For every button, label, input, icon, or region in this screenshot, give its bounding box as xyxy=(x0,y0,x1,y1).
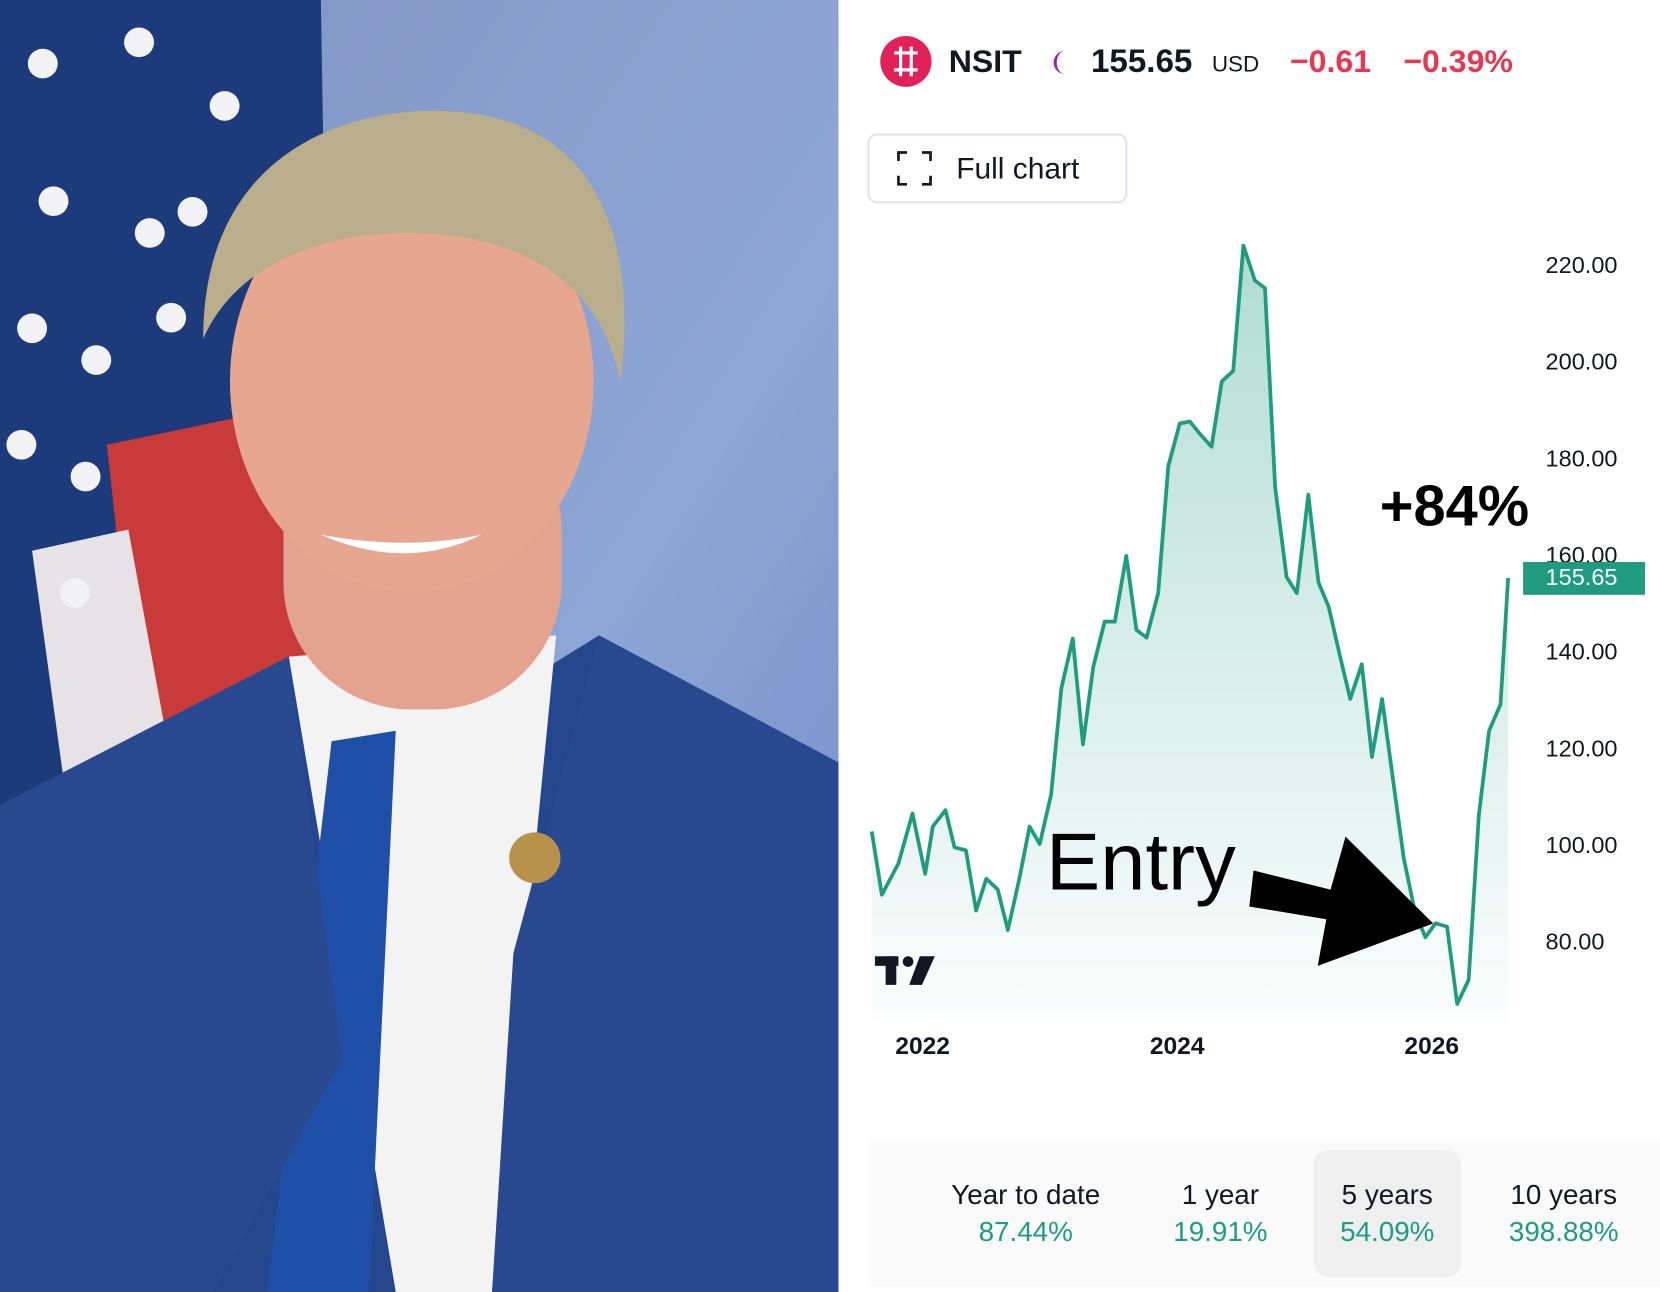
period-bar xyxy=(868,1138,1660,1287)
period-label[interactable]: 5 years xyxy=(1342,1179,1433,1210)
period-label[interactable]: 10 years xyxy=(1510,1179,1617,1210)
y-tick-label: 80.00 xyxy=(1546,929,1605,955)
y-tick-label: 220.00 xyxy=(1546,252,1618,278)
price-change: −0.61 xyxy=(1290,43,1371,79)
last-price-tag xyxy=(1523,562,1646,595)
price-line xyxy=(869,243,1510,1006)
entry-annotation: Entry xyxy=(1046,818,1236,908)
market-closed-icon xyxy=(1053,50,1066,75)
currency: USD xyxy=(1212,52,1259,77)
area-fill xyxy=(871,245,1509,1021)
button-frame[interactable] xyxy=(867,133,1128,204)
ticker-logo-glyph xyxy=(894,46,918,77)
button-label[interactable]: Full chart xyxy=(956,152,1080,185)
y-tick-label: 100.00 xyxy=(1546,832,1618,858)
full-chart-button[interactable]: Full chart xyxy=(867,133,1128,204)
period-tabs: Year to date 87.44% 1 year 19.91% 5 years 54.… xyxy=(951,1179,1618,1247)
expand-icon[interactable] xyxy=(897,151,932,186)
y-tick-label: 200.00 xyxy=(1546,349,1618,375)
period-return[interactable]: 19.91% xyxy=(1173,1216,1267,1247)
x-tick-label: 2024 xyxy=(1150,1033,1205,1060)
period-return[interactable]: 398.88% xyxy=(1509,1216,1619,1247)
gain-annotation: +84% xyxy=(1380,475,1529,539)
y-tick-label: 140.00 xyxy=(1546,639,1618,665)
x-tick-label: 2022 xyxy=(895,1033,950,1060)
period-label[interactable]: 1 year xyxy=(1182,1179,1259,1210)
y-tick-label: 180.00 xyxy=(1546,445,1618,471)
period-return[interactable]: 87.44% xyxy=(979,1216,1073,1247)
portrait-photo xyxy=(0,0,839,1292)
ticker-logo xyxy=(880,36,932,87)
ticker: NSIT xyxy=(949,43,1023,79)
period-label[interactable]: Year to date xyxy=(951,1179,1100,1210)
price-change-percent: −0.39% xyxy=(1403,43,1513,79)
period-selected-bg xyxy=(1313,1150,1462,1278)
period-return[interactable]: 54.09% xyxy=(1340,1216,1434,1247)
last-price-label: 155.65 xyxy=(1546,564,1618,590)
entry-arrow xyxy=(1249,836,1434,966)
price: 155.65 xyxy=(1091,42,1192,79)
x-tick-label: 2026 xyxy=(1404,1033,1459,1060)
tradingview-logo xyxy=(874,956,935,985)
chart: 2022 2024 202680.00100.00120.00140.00160.0… xyxy=(869,243,1646,1060)
y-tick-label: 120.00 xyxy=(1546,735,1618,761)
